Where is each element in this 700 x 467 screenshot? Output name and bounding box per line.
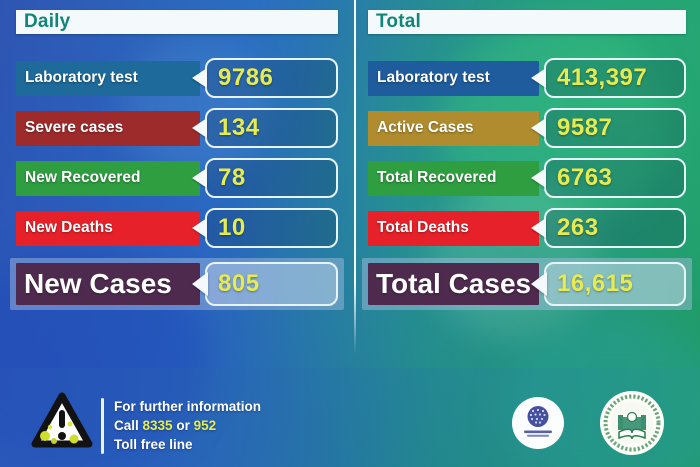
stat-label-bar: Laboratory test (16, 60, 200, 96)
stat-label-bar: New Deaths (16, 210, 200, 246)
arrow-left-icon (531, 68, 546, 88)
stat-label-bar: Laboratory test (368, 60, 539, 96)
arrow-left-icon (531, 118, 546, 138)
stat-value: 9587 (557, 114, 613, 141)
phone-number: 8335 (142, 418, 173, 433)
stat-value-box: 9587 (531, 108, 686, 148)
stat-value-box: 413,397 (531, 58, 686, 98)
arrow-left-icon (531, 168, 546, 188)
total-header-label: Total (376, 11, 421, 32)
stat-value-box: 134 (192, 108, 338, 148)
daily-column: Daily Laboratory test 9786 Severe cases … (10, 10, 344, 310)
table-row: Severe cases 134 (16, 108, 338, 148)
footer-info-text: For further information Call 8335 or 952… (114, 397, 261, 454)
stat-label-bar: New Recovered (16, 160, 200, 196)
table-row: Laboratory test 9786 (16, 58, 338, 98)
stat-value: 16,615 (557, 270, 634, 297)
arrow-left-icon (531, 218, 546, 238)
stat-label-bar: Total Recovered (368, 160, 539, 196)
arrow-left-icon (192, 272, 208, 296)
daily-header-label: Daily (24, 11, 71, 32)
table-row: New Recovered 78 (16, 158, 338, 198)
stat-value: 9786 (218, 64, 274, 91)
stat-value: 413,397 (557, 64, 648, 91)
stat-value: 805 (218, 270, 260, 297)
info-line: For further information (114, 399, 261, 414)
stat-label-bar: Total Deaths (368, 210, 539, 246)
arrow-left-icon (192, 218, 207, 238)
arrow-left-icon (192, 118, 207, 138)
table-row: Active Cases 9587 (368, 108, 686, 148)
phone-number: 952 (193, 418, 217, 433)
stat-label-bar: Active Cases (368, 110, 539, 146)
stat-label-bar: Total Cases (368, 263, 539, 305)
call-line: Call 8335 or 952 (114, 418, 217, 433)
table-row: New Deaths 10 (16, 208, 338, 248)
footer: For further information Call 8335 or 952… (0, 388, 700, 467)
stat-value-box: 263 (531, 208, 686, 248)
toll-free-line: Toll free line (114, 437, 193, 452)
stat-label-bar: Severe cases (16, 110, 200, 146)
total-column: Total Laboratory test 413,397 Active Cas… (362, 10, 692, 310)
table-row: Total Deaths 263 (368, 208, 686, 248)
new-cases-row: New Cases 805 (10, 258, 344, 310)
daily-header: Daily (16, 10, 338, 34)
stat-label-bar: New Cases (16, 263, 200, 305)
arrow-left-icon (192, 68, 207, 88)
total-cases-row: Total Cases 16,615 (362, 258, 692, 310)
stat-value-box: 16,615 (531, 262, 686, 306)
stat-value: 78 (218, 164, 246, 191)
stat-value: 6763 (557, 164, 613, 191)
stat-value-box: 6763 (531, 158, 686, 198)
table-row: Laboratory test 413,397 (368, 58, 686, 98)
stat-value-box: 805 (192, 262, 338, 306)
arrow-left-icon (192, 168, 207, 188)
arrow-left-icon (531, 272, 547, 296)
stat-value: 134 (218, 114, 260, 141)
column-divider (354, 0, 356, 354)
stat-value-box: 9786 (192, 58, 338, 98)
warning-triangle-icon (30, 391, 94, 456)
stat-value-box: 78 (192, 158, 338, 198)
stat-value-box: 10 (192, 208, 338, 248)
total-header: Total (368, 10, 686, 34)
table-row: Total Recovered 6763 (368, 158, 686, 198)
stat-value: 10 (218, 214, 246, 241)
globe-emblem-logo (511, 396, 565, 455)
ministry-seal-logo (599, 390, 665, 461)
footer-divider (101, 398, 104, 454)
stat-value: 263 (557, 214, 599, 241)
